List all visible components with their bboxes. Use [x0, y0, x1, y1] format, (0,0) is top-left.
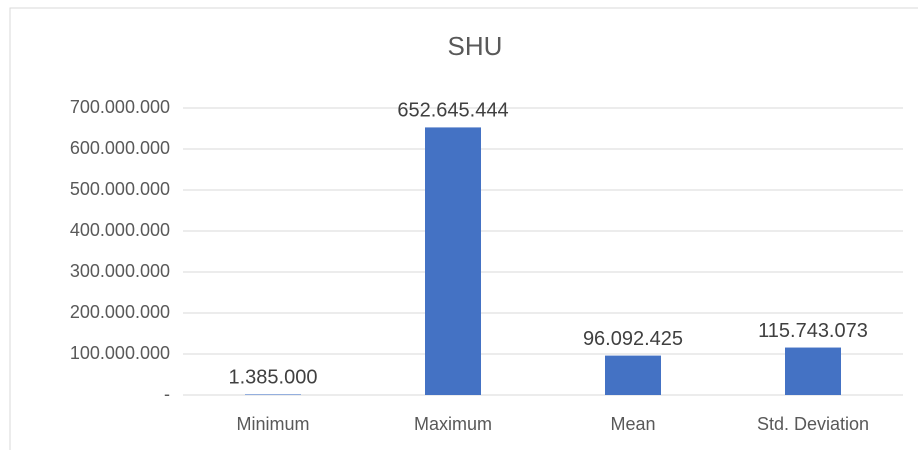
x-tick-label: Mean [610, 414, 655, 434]
bar [605, 355, 661, 395]
x-tick-label: Maximum [414, 414, 492, 434]
y-tick-label: 400.000.000 [70, 220, 170, 240]
data-label: 96.092.425 [583, 328, 683, 350]
bar [785, 347, 841, 395]
x-tick-label: Std. Deviation [757, 414, 869, 434]
y-tick-label: 300.000.000 [70, 261, 170, 281]
y-tick-label: 200.000.000 [70, 302, 170, 322]
y-tick-label: - [164, 384, 170, 404]
chart-title: SHU [448, 31, 503, 61]
y-tick-label: 600.000.000 [70, 138, 170, 158]
data-label: 115.743.073 [758, 320, 868, 342]
bar [425, 127, 481, 395]
data-label: 1.385.000 [229, 367, 318, 389]
x-tick-label: Minimum [236, 414, 309, 434]
y-tick-label: 700.000.000 [70, 97, 170, 117]
data-label: 652.645.444 [397, 100, 508, 122]
y-tick-label: 100.000.000 [70, 343, 170, 363]
y-tick-label: 500.000.000 [70, 179, 170, 199]
bar [245, 394, 301, 395]
